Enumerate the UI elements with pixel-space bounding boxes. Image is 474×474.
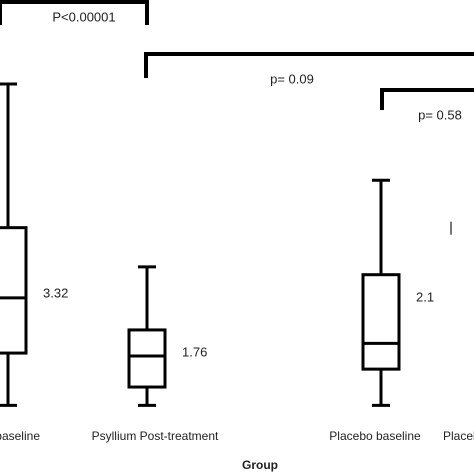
box xyxy=(0,226,28,355)
value-label: 1.76 xyxy=(182,344,207,359)
significance-bracket xyxy=(0,0,149,25)
p-value: p= 0.09 xyxy=(270,71,314,86)
x-tick-label: Psyllium baseline xyxy=(0,429,40,443)
p-value: p= 0.58 xyxy=(418,107,462,122)
significance-bracket xyxy=(144,52,474,78)
x-tick-label: Placebo Post-treatment xyxy=(443,429,474,443)
x-tick-label: Placebo baseline xyxy=(329,429,421,443)
box xyxy=(127,328,167,389)
significance-bracket xyxy=(380,88,474,110)
box xyxy=(361,273,401,371)
x-tick-label: Psyllium Post-treatment xyxy=(92,429,219,443)
value-label: 2.1 xyxy=(416,289,434,304)
x-axis-title: Group xyxy=(242,458,278,472)
p-value: P<0.00001 xyxy=(52,9,115,24)
value-label: 3.32 xyxy=(43,285,68,300)
